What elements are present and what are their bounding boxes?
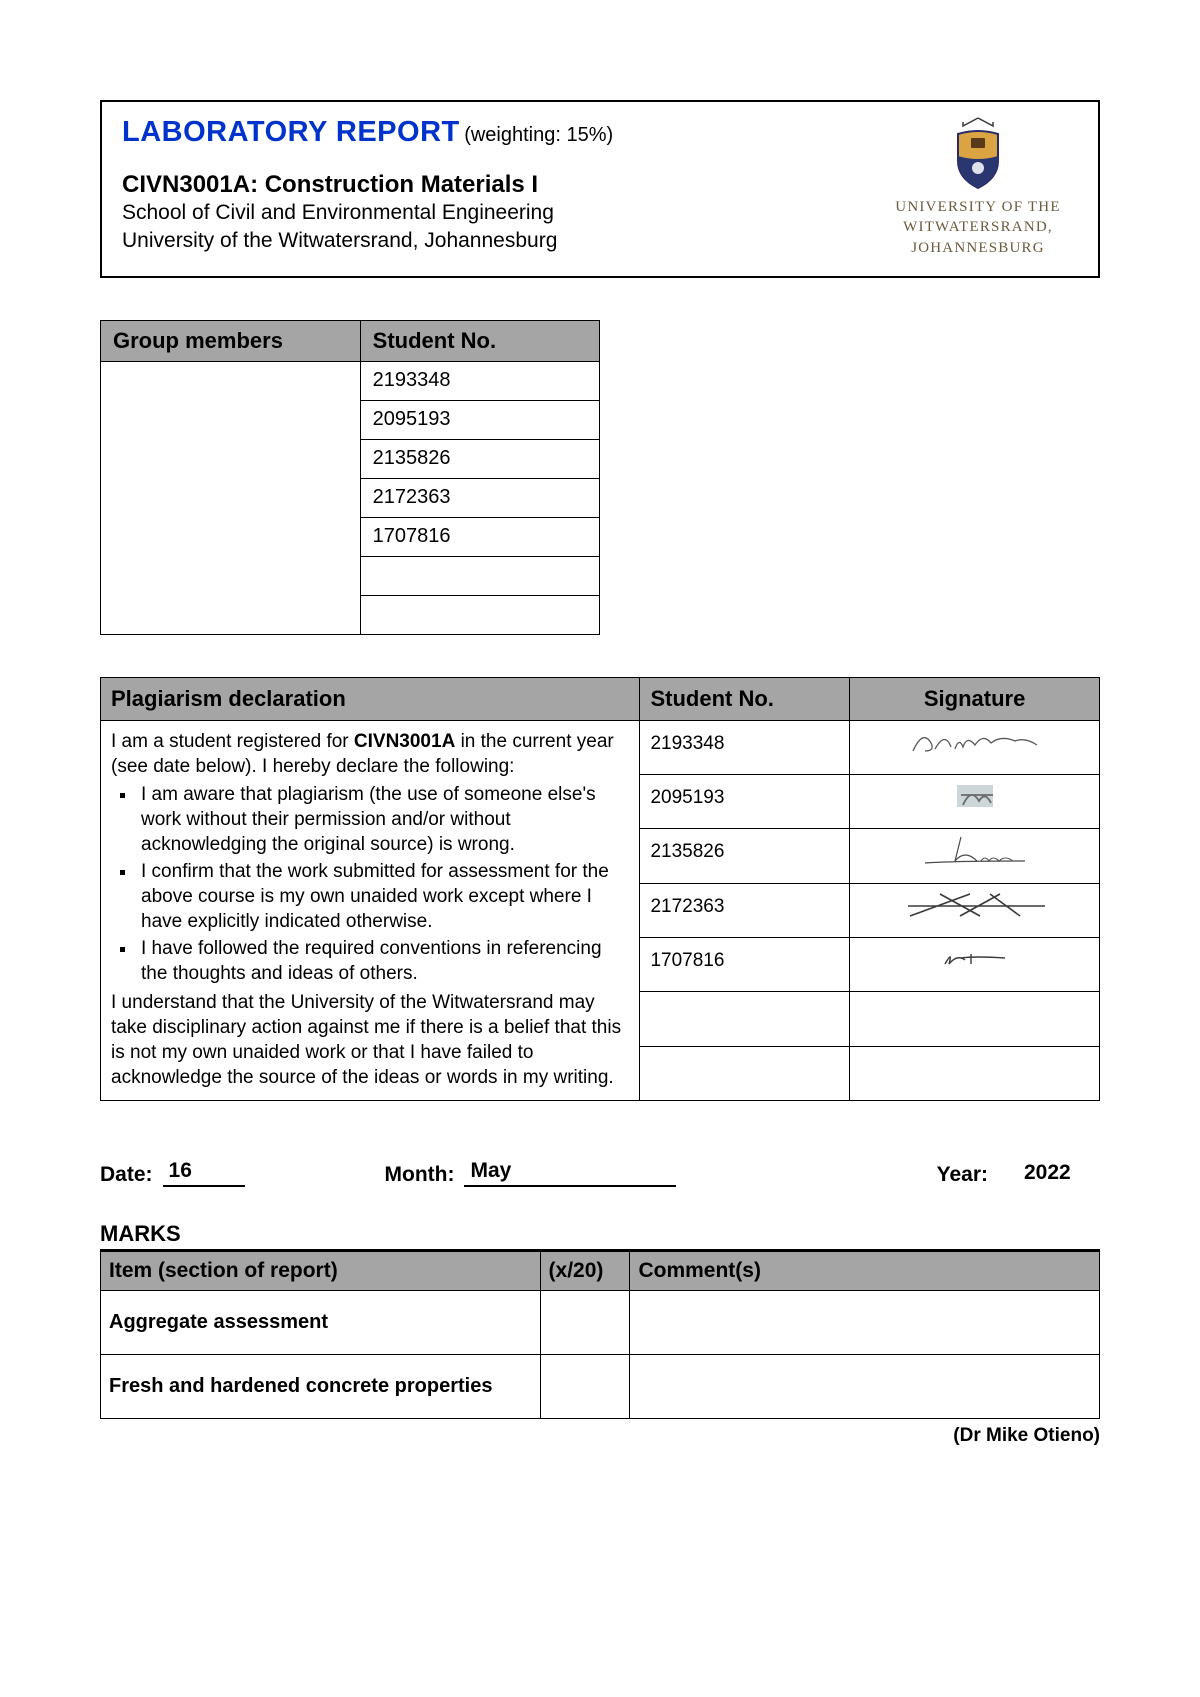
signature-icon: [925, 940, 1025, 976]
plagiarism-table: Plagiarism declaration Student No. Signa…: [100, 677, 1100, 1101]
plag-header-number: Student No.: [640, 677, 850, 720]
members-header-members: Group members: [101, 320, 361, 361]
decl-bullet-1: I am aware that plagiarism (the use of s…: [137, 782, 629, 857]
marks-score: [540, 1290, 630, 1354]
decl-bullet-2: I confirm that the work submitted for as…: [137, 859, 629, 934]
marks-col-item: Item (section of report): [101, 1251, 541, 1290]
marks-table: Item (section of report) (x/20) Comment(…: [100, 1251, 1100, 1419]
attribution: (Dr Mike Otieno): [100, 1425, 1100, 1447]
decl-outro: I understand that the University of the …: [111, 992, 621, 1088]
page: LABORATORY REPORT (weighting: 15%) CIVN3…: [0, 0, 1200, 1697]
table-row: Fresh and hardened concrete properties: [101, 1354, 1100, 1418]
signature-cell: [850, 1046, 1100, 1100]
school-line: School of Civil and Environmental Engine…: [122, 199, 878, 227]
table-row: I am a student registered for CIVN3001A …: [101, 720, 1100, 774]
marks-heading: MARKS: [100, 1221, 1100, 1251]
month-value: May: [464, 1159, 676, 1187]
lab-report-title-line: LABORATORY REPORT (weighting: 15%): [122, 116, 878, 149]
member-number: [360, 556, 599, 595]
plag-student-number: [640, 992, 850, 1046]
marks-item: Fresh and hardened concrete properties: [101, 1354, 541, 1418]
date-label: Date:: [100, 1163, 153, 1187]
plag-student-number: 2172363: [640, 883, 850, 937]
weighting-text: (weighting: 15%): [464, 124, 613, 146]
signature-cell: [850, 720, 1100, 774]
plag-header-row: Plagiarism declaration Student No. Signa…: [101, 677, 1100, 720]
plag-student-number: 2193348: [640, 720, 850, 774]
members-table: Group members Student No. 2193348 209519…: [100, 320, 600, 635]
year-value: 2022: [1018, 1161, 1100, 1187]
table-row: Aggregate assessment: [101, 1290, 1100, 1354]
uni-text-3: JOHANNESBURG: [878, 238, 1078, 258]
university-line: University of the Witwatersrand, Johanne…: [122, 227, 878, 255]
date-value: 16: [163, 1159, 245, 1187]
plag-student-number: 2135826: [640, 829, 850, 883]
month-label: Month:: [385, 1163, 455, 1187]
header-right: UNIVERSITY OF THE WITWATERSRAND, JOHANNE…: [878, 116, 1078, 258]
lab-report-title: LABORATORY REPORT: [122, 116, 460, 148]
marks-score: [540, 1354, 630, 1418]
marks-col-score: (x/20): [540, 1251, 630, 1290]
decl-intro-1: I am a student registered for: [111, 731, 354, 752]
marks-comment: [630, 1354, 1100, 1418]
signature-cell: [850, 937, 1100, 991]
member-number: 2172363: [360, 478, 599, 517]
member-number: 2095193: [360, 400, 599, 439]
member-number: 2193348: [360, 361, 599, 400]
member-number: 1707816: [360, 517, 599, 556]
marks-comment: [630, 1290, 1100, 1354]
decl-bullet-3: I have followed the required conventions…: [137, 936, 629, 986]
decl-intro-bold: CIVN3001A: [354, 731, 455, 752]
header-left: LABORATORY REPORT (weighting: 15%) CIVN3…: [122, 116, 878, 256]
signature-icon: [905, 831, 1045, 867]
plag-student-number: [640, 1046, 850, 1100]
university-crest-icon: [943, 116, 1013, 191]
plag-header-decl: Plagiarism declaration: [101, 677, 640, 720]
header-box: LABORATORY REPORT (weighting: 15%) CIVN3…: [100, 100, 1100, 278]
plag-header-sig: Signature: [850, 677, 1100, 720]
plag-student-number: 2095193: [640, 775, 850, 829]
marks-item: Aggregate assessment: [101, 1290, 541, 1354]
marks-col-comment: Comment(s): [630, 1251, 1100, 1290]
signature-icon: [900, 886, 1050, 922]
plag-student-number: 1707816: [640, 937, 850, 991]
table-row: 2193348: [101, 361, 600, 400]
decl-bullets: I am aware that plagiarism (the use of s…: [111, 782, 629, 987]
members-name-cell: [101, 361, 361, 634]
uni-text-1: UNIVERSITY OF THE: [878, 197, 1078, 217]
signature-cell: [850, 829, 1100, 883]
member-number: [360, 595, 599, 634]
members-header-number: Student No.: [360, 320, 599, 361]
declaration-text-cell: I am a student registered for CIVN3001A …: [101, 720, 640, 1100]
date-row: Date: 16 Month: May Year: 2022: [100, 1159, 1100, 1187]
members-header-row: Group members Student No.: [101, 320, 600, 361]
signature-icon: [945, 777, 1005, 813]
signature-cell: [850, 992, 1100, 1046]
signature-icon: [905, 723, 1045, 759]
signature-cell: [850, 883, 1100, 937]
year-label: Year:: [937, 1163, 988, 1187]
marks-header-row: Item (section of report) (x/20) Comment(…: [101, 1251, 1100, 1290]
uni-text-2: WITWATERSRAND,: [878, 217, 1078, 237]
course-title: CIVN3001A: Construction Materials I: [122, 171, 878, 199]
member-number: 2135826: [360, 439, 599, 478]
signature-cell: [850, 775, 1100, 829]
